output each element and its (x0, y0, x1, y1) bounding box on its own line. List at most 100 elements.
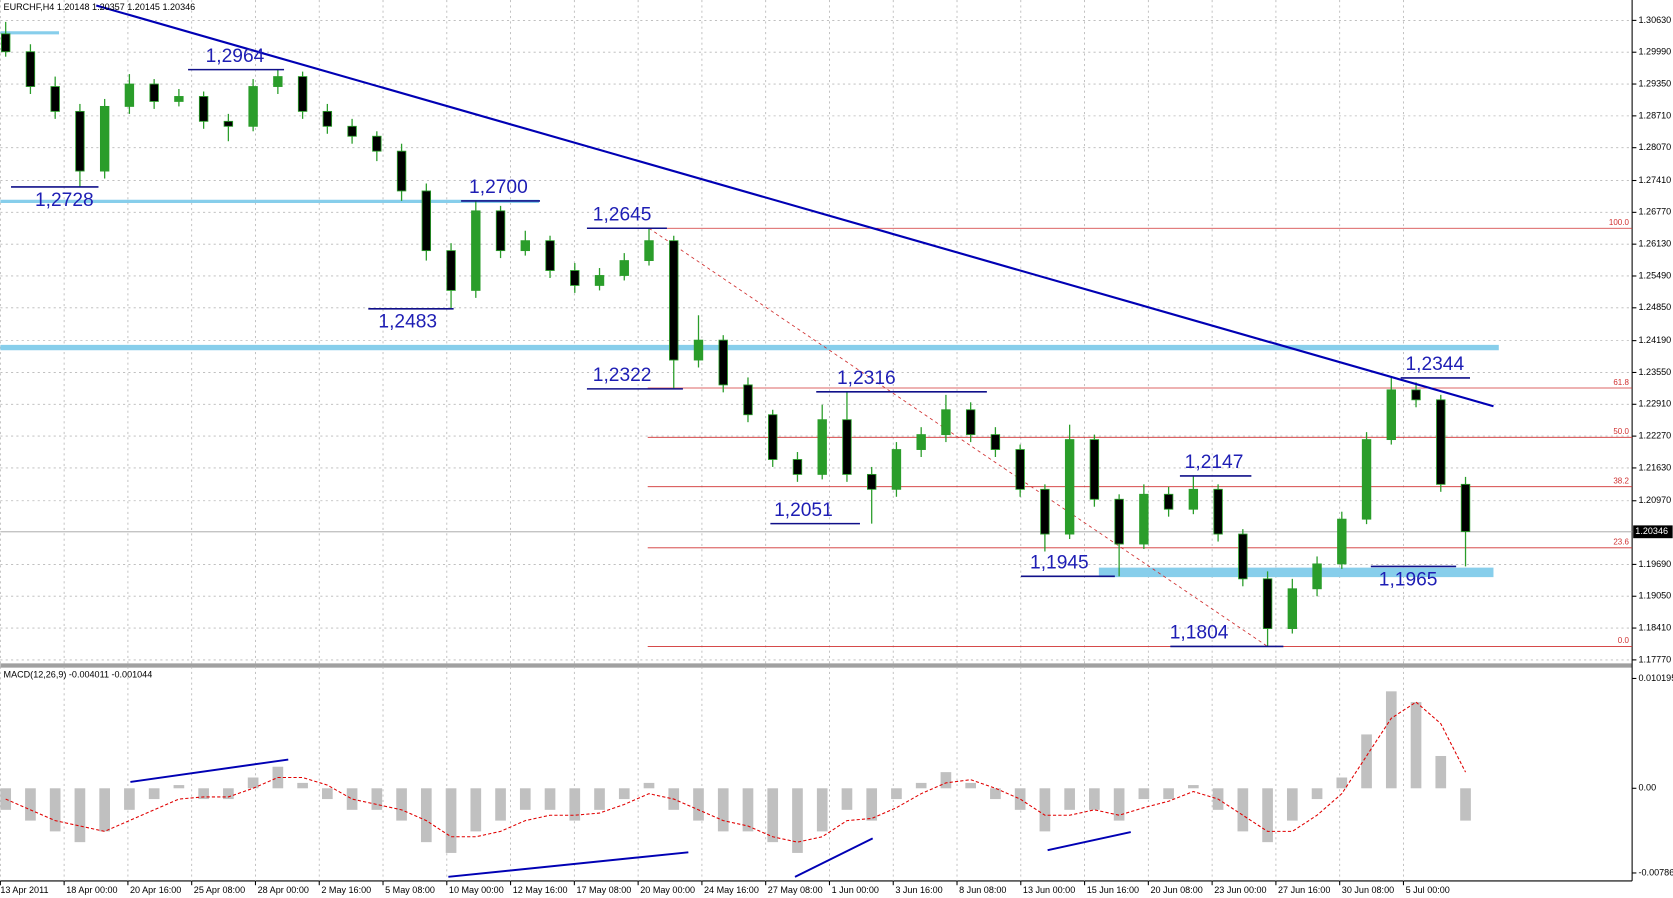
macd-bar (965, 782, 976, 789)
candle-body (322, 110, 333, 127)
macd-bar (173, 785, 185, 789)
candle-body (223, 120, 234, 127)
candle-body (718, 339, 728, 386)
macd-bar (816, 788, 828, 832)
macd-bar (396, 788, 407, 821)
macd-bar (742, 788, 754, 832)
y-tick-label: 1.29990 (1639, 47, 1672, 57)
candle-body (743, 384, 753, 416)
annotation-label: 1,2700 (469, 177, 528, 198)
macd-bar (841, 788, 853, 810)
macd-bar (618, 788, 630, 800)
candle-body (0, 33, 11, 53)
macd-bar (1188, 785, 1199, 789)
fib-label: 0.0 (1618, 636, 1630, 645)
candle-body (1139, 493, 1149, 545)
macd-bar (544, 788, 556, 810)
x-tick-label: 8 Jun 08:00 (959, 885, 1006, 895)
fib-label: 50.0 (1613, 427, 1629, 436)
macd-bar (49, 788, 61, 832)
x-tick-label: 24 May 16:00 (704, 885, 759, 895)
x-tick-label: 17 May 08:00 (576, 885, 631, 895)
signal-line (5, 701, 1467, 843)
candle-body (1312, 563, 1322, 590)
macd-bar (124, 788, 135, 810)
candle-body (421, 190, 432, 252)
candle-body (644, 240, 654, 262)
candle-body (1337, 518, 1347, 565)
candle-body (1188, 488, 1199, 510)
annotation-label: 1,1965 (1379, 569, 1438, 590)
x-tick-label: 1 Jun 00:00 (832, 885, 879, 895)
y-tick-label: 1.30630 (1639, 15, 1672, 25)
annotation-label: 1,1945 (1030, 553, 1089, 574)
candle-body (1262, 578, 1273, 629)
annotation-label: 1,2322 (593, 365, 652, 386)
macd-trendline (448, 851, 689, 878)
macd-bar (99, 788, 110, 832)
macd-trendline (794, 837, 874, 878)
fib-label: 38.2 (1613, 476, 1629, 485)
macd-bar (1311, 788, 1323, 800)
x-tick-label: 27 May 08:00 (768, 885, 823, 895)
candle-body (669, 240, 679, 361)
candle-body (124, 83, 135, 107)
macd-bar (1113, 788, 1125, 821)
candle-body (768, 414, 778, 460)
macd-bar (223, 788, 234, 800)
y-tick-label: 1.18410 (1639, 622, 1672, 632)
y-tick-label: 1.24190 (1639, 335, 1672, 345)
candle-body (1163, 493, 1174, 510)
macd-bar (198, 788, 209, 800)
current-price-label: 1.20346 (1635, 526, 1668, 536)
trendline (95, 4, 1494, 408)
y-tick-label: 1.28070 (1639, 142, 1672, 152)
y-tick-label: 1.24850 (1639, 302, 1672, 312)
macd-bar (594, 788, 605, 810)
x-tick-label: 10 May 00:00 (449, 885, 504, 895)
macd-bar (1286, 788, 1298, 821)
macd-bar (1089, 788, 1100, 810)
macd-bar (1435, 755, 1447, 789)
y-tick-label: 0.00 (1639, 783, 1657, 793)
macd-bar (74, 788, 86, 843)
annotation-label: 1,2316 (837, 368, 896, 389)
fib-label: 61.8 (1613, 378, 1629, 387)
macd-bar (470, 788, 482, 832)
y-tick-label: 1.20970 (1639, 495, 1672, 505)
macd-bar (247, 777, 259, 789)
macd-bar (1385, 691, 1397, 789)
candle-body (396, 150, 407, 192)
candle-body (149, 83, 159, 102)
y-tick-label: -0.00786 (1639, 867, 1673, 877)
candle-body (891, 449, 902, 490)
candle-body (1386, 389, 1396, 441)
macd-bar (1237, 788, 1249, 832)
x-tick-label: 15 Jun 16:00 (1087, 885, 1139, 895)
candle-body (372, 135, 382, 152)
macd-bar (346, 788, 358, 810)
y-tick-label: 1.23550 (1639, 367, 1672, 377)
candle-body (570, 270, 580, 286)
candle-body (1460, 483, 1471, 533)
macd-bar (1064, 788, 1075, 810)
x-tick-label: 13 Apr 2011 (0, 885, 48, 895)
y-tick-label: 1.22910 (1639, 399, 1672, 409)
macd-bar (1410, 702, 1422, 789)
candle-body (545, 240, 555, 271)
x-tick-label: 23 Jun 00:00 (1214, 885, 1266, 895)
candle-body (792, 459, 803, 475)
x-tick-label: 20 May 00:00 (640, 885, 695, 895)
fib-label: 23.6 (1613, 538, 1629, 547)
y-tick-label: 1.19050 (1639, 591, 1672, 601)
macd-bar (915, 782, 927, 789)
macd-bar (693, 788, 704, 821)
candle-body (867, 473, 877, 490)
macd-bar (1361, 734, 1372, 789)
macd-bar (445, 788, 457, 853)
macd-bar (371, 788, 383, 810)
candle-body (347, 125, 357, 137)
x-tick-label: 20 Apr 16:00 (130, 885, 181, 895)
